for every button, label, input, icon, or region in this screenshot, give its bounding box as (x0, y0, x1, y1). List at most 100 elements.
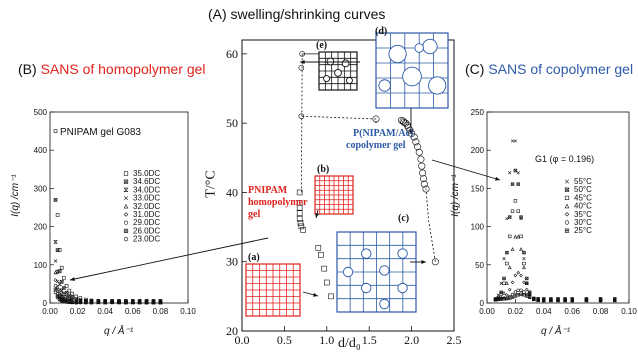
homopolymer-data-point (298, 223, 305, 230)
right-legend-marker (564, 228, 570, 233)
right-x-tick-label: 0.10 (621, 307, 637, 316)
arrow-to-copolymer-sans (431, 159, 501, 181)
right-data-point (508, 234, 512, 239)
right-legend-marker (564, 203, 570, 209)
center-y-tick-label: 50 (226, 116, 238, 130)
homopolymer-label-line2: homopolymer (248, 197, 308, 208)
right-data-point (527, 290, 532, 295)
right-data-point (513, 290, 518, 294)
left-legend-marker (123, 228, 129, 234)
center-y-tick-label: 60 (226, 47, 238, 61)
copolymer-panel-title: (C) SANS of copolymer gel (465, 61, 633, 77)
right-data-point (549, 297, 553, 301)
homopolymer-data-point (318, 251, 324, 258)
left-data-point (59, 288, 64, 293)
right-y-tick-label: 200 (471, 146, 485, 155)
right-data-point (519, 292, 523, 296)
right-data-point (513, 273, 518, 278)
left-data-point (110, 298, 114, 303)
right-data-point (524, 287, 529, 292)
left-legend-label: 26.0DC (133, 226, 160, 235)
inset-e-collapsed-domain-circle (345, 77, 353, 84)
right-legend-marker (564, 187, 570, 192)
left-legend-marker (123, 171, 129, 176)
right-data-point (516, 171, 520, 175)
left-data-point (59, 299, 64, 303)
right-y-tick-label: 100 (471, 223, 485, 232)
left-legend-marker (123, 196, 129, 201)
right-data-point (536, 297, 540, 301)
left-legend-marker (123, 212, 129, 217)
homopolymer-panel-prefix: (B) (18, 61, 41, 77)
right-data-point (516, 270, 521, 275)
left-data-point (59, 265, 64, 270)
inset-d-copolymer-shrunk-domain-circle (388, 44, 407, 64)
right-data-point (522, 261, 526, 266)
copolymer-data-point (419, 175, 427, 183)
left-data-point (53, 198, 58, 202)
homopolymer-data-point (296, 215, 303, 222)
inset-d-copolymer-shrunk-domain-circle (414, 43, 424, 53)
right-legend-label: 55°C (574, 177, 592, 186)
center-plot-frame (241, 39, 455, 332)
homopolymer-data-point (323, 279, 330, 286)
right-data-point (527, 295, 532, 299)
right-data-point (519, 215, 523, 219)
copolymer-data-point (420, 180, 428, 188)
homopolymer-data-point (315, 245, 322, 251)
left-y-tick-label: 200 (34, 223, 48, 232)
right-data-point (516, 234, 521, 239)
homopolymer-dashed-line (300, 53, 303, 193)
right-data-point (524, 281, 529, 285)
right-data-point (563, 297, 567, 301)
inset-c-copolymer-swollen-domain-circle (342, 266, 354, 278)
right-data-point (525, 294, 529, 298)
inset-a-homopolymer-swollen (245, 263, 301, 317)
left-data-point (64, 284, 69, 288)
right-data-point (502, 290, 506, 295)
arrow-to-inset-b (315, 209, 320, 219)
center-x-tick-label: 1.5 (362, 333, 377, 347)
right-data-point (513, 234, 518, 239)
left-y-tick-label: 0 (43, 299, 48, 308)
center-y-tick-label: 40 (226, 185, 238, 199)
left-legend-label: 34.0DC (133, 185, 160, 194)
right-data-point (522, 293, 526, 297)
copolymer-label-line1: P(NIPAM/Ac) (353, 128, 414, 139)
right-data-point (522, 256, 526, 261)
right-x-tick-label: 0.00 (479, 307, 495, 316)
right-data-point (513, 168, 518, 173)
left-data-point (137, 298, 142, 303)
inset-c-copolymer-swollen-domain-circle (397, 248, 408, 259)
inset-d-copolymer-shrunk-domain-circle (422, 38, 438, 55)
copolymer-data-point (415, 148, 423, 156)
right-legend-marker (564, 195, 570, 201)
right-data-point (570, 297, 574, 301)
inset-d-copolymer-shrunk-domain-circle (428, 76, 447, 95)
right-data-point (513, 199, 518, 203)
right-data-point (505, 217, 509, 221)
right-chart: 0.00 0.02 0.04 0.06 0.08 0.10050100150200250 … (471, 108, 638, 316)
right-data-point (505, 250, 509, 255)
copolymer-data-point (412, 138, 420, 146)
left-data-point (55, 269, 60, 274)
label-b: (b) (317, 164, 330, 175)
right-x-tick-label: 0.02 (508, 307, 524, 316)
right-data-point (522, 280, 526, 285)
arrow-to-inset-a (302, 291, 319, 297)
right-data-point (516, 293, 520, 297)
left-legend-marker (123, 187, 129, 192)
right-data-point (516, 288, 520, 292)
center-x-tick-label: 0.0 (235, 333, 250, 347)
copolymer-data-point (372, 115, 380, 123)
right-legend-label: 40°C (574, 202, 592, 211)
left-data-point (57, 282, 62, 286)
right-legend-marker (564, 220, 570, 225)
copolymer-data-point (410, 133, 418, 141)
right-data-point (532, 296, 536, 301)
homopolymer-data-point (298, 64, 305, 71)
right-data-point (510, 280, 515, 285)
right-data-point (598, 297, 603, 301)
right-data-point (513, 139, 518, 143)
right-data-point (507, 265, 512, 270)
